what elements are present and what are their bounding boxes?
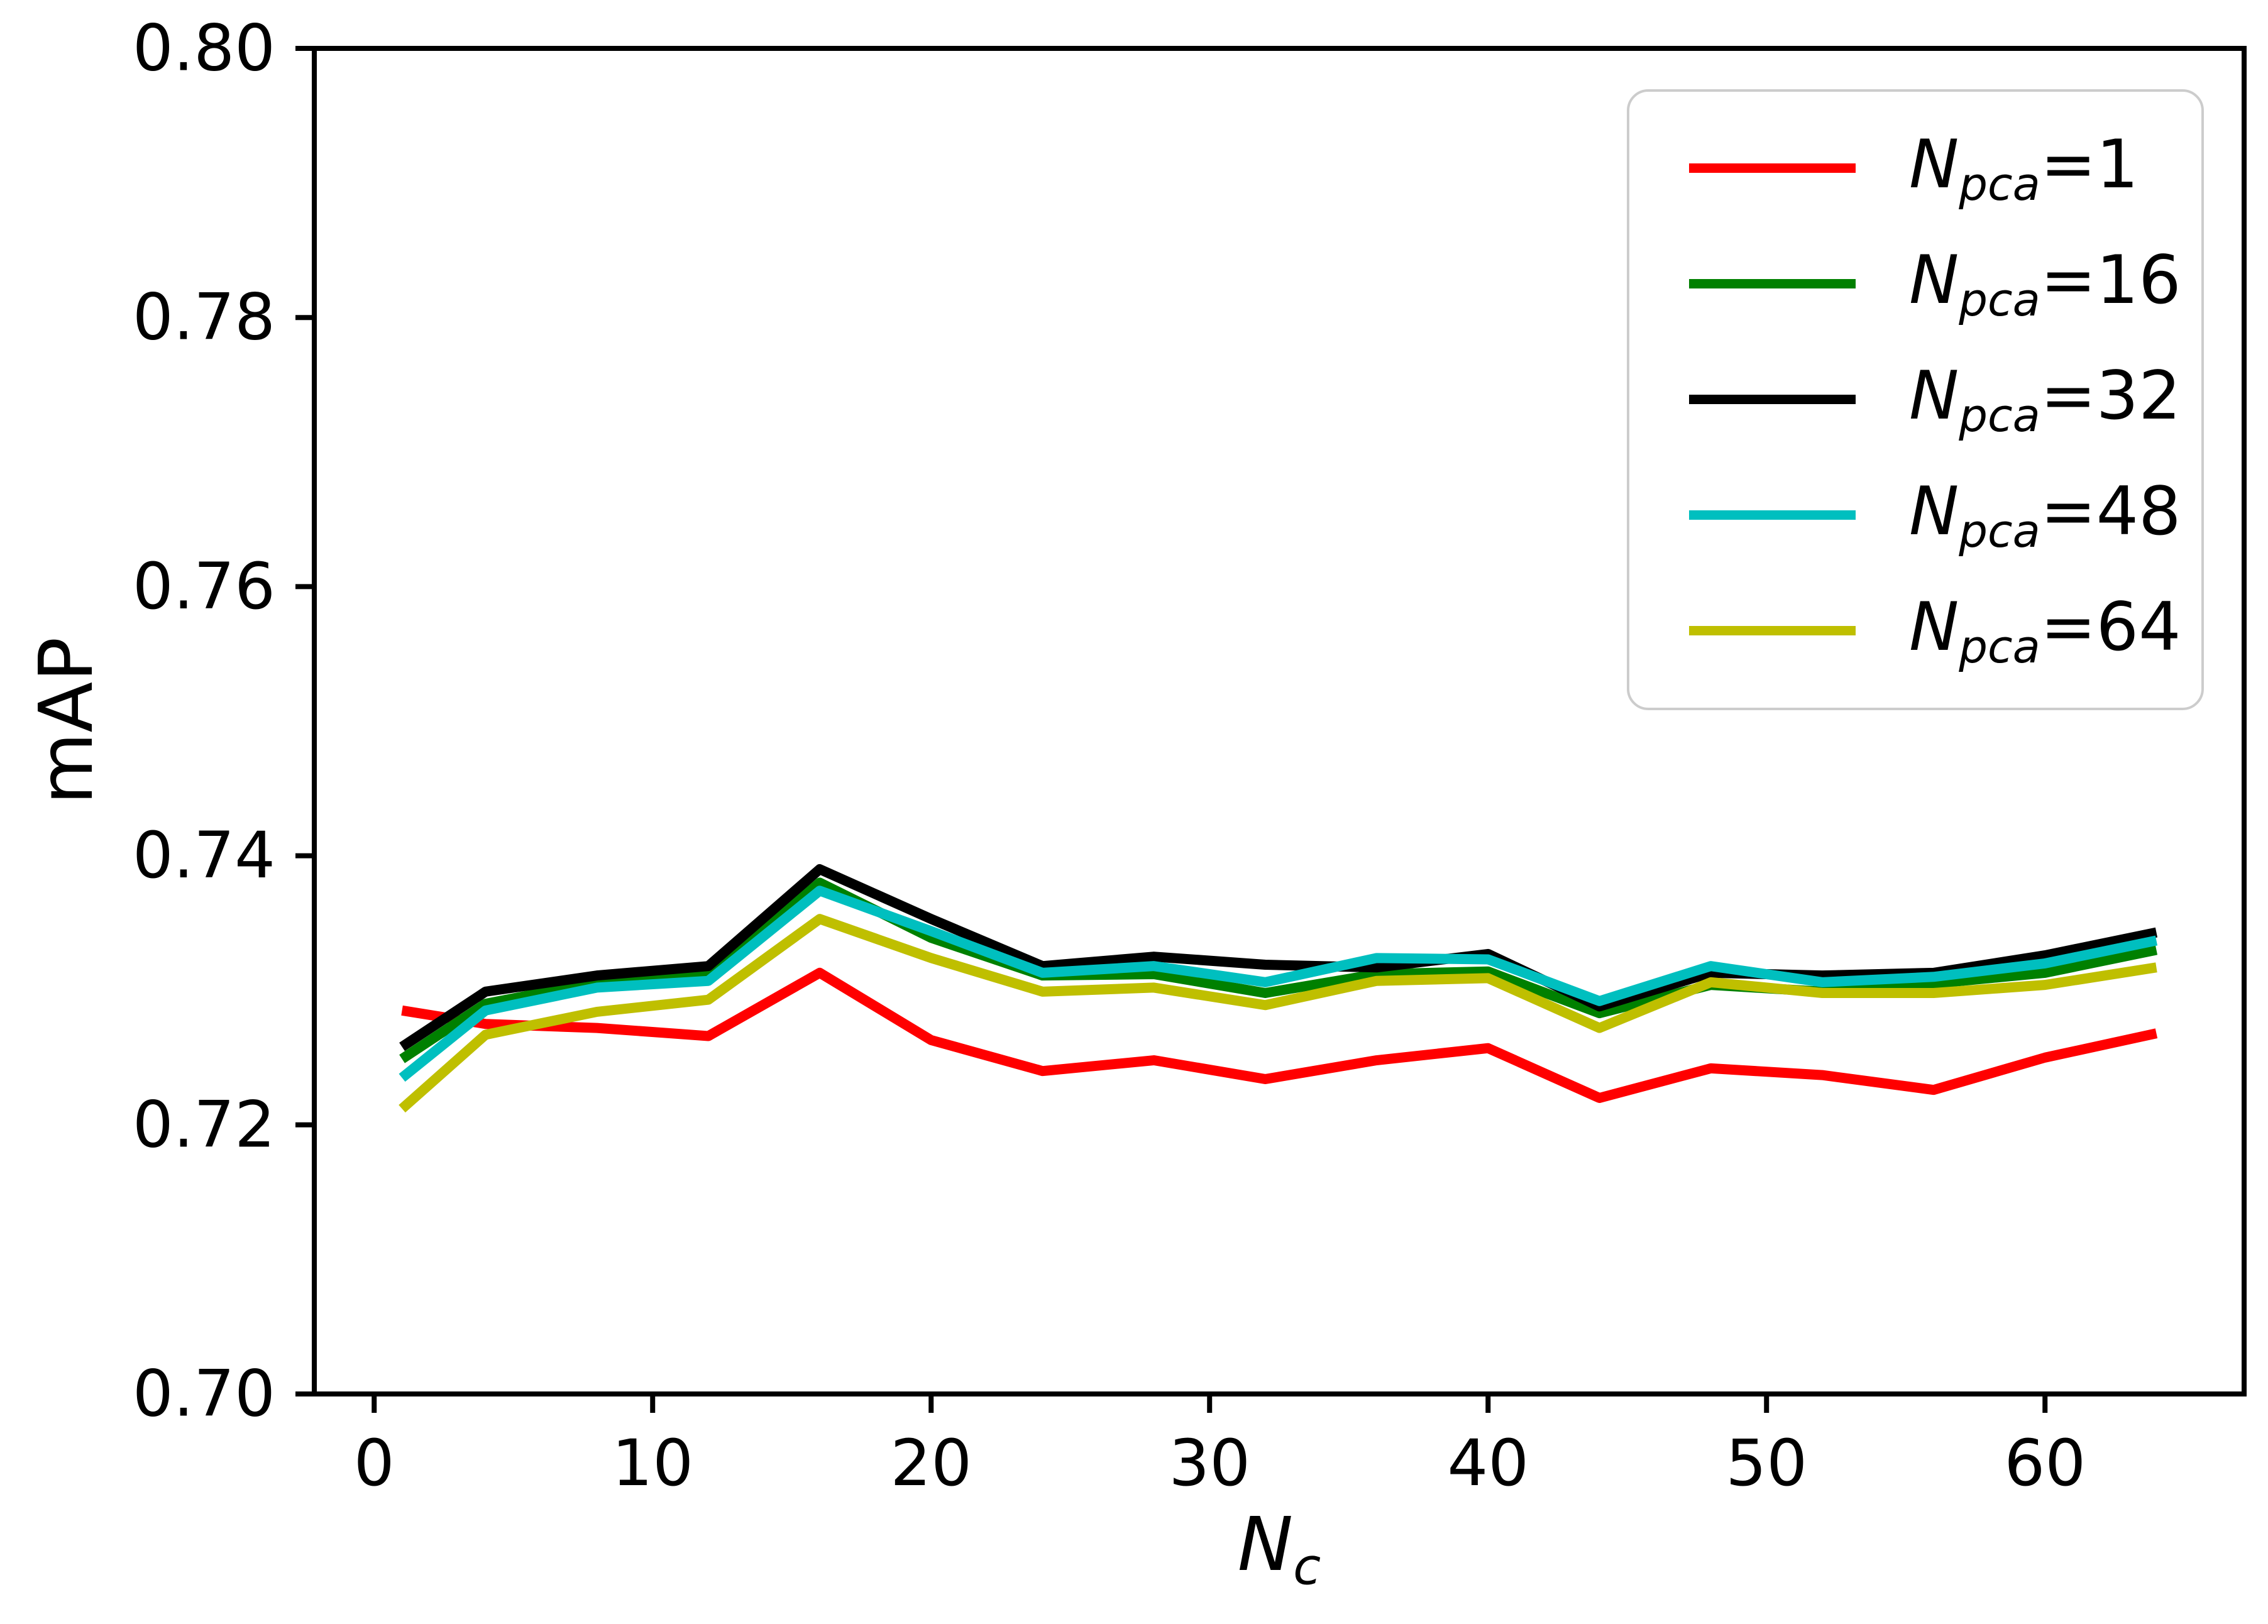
legend-row-N_pca=48: Npca=48 [1654,473,2181,558]
legend-line-swatch-N_pca=48 [1689,510,1856,520]
legend-label-N_pca=16: Npca=16 [1909,241,2181,327]
x-tick-label: 10 [612,1426,693,1501]
legend-line-swatch-N_pca=32 [1689,395,1856,405]
axes-spines [312,46,2247,1396]
x-axis-label-var: N [1237,1501,1294,1588]
series-line-N_pca=1 [401,967,2158,1103]
legend-label-N_pca=64: Npca=64 [1909,588,2181,674]
y-tick-label: 0.78 [133,280,275,355]
legend-row-N_pca=64: Npca=64 [1654,588,2181,674]
y-axis-label: mAP [23,637,109,805]
y-tick-label: 0.74 [133,818,275,893]
y-tick-label: 0.72 [133,1087,275,1162]
legend-row-N_pca=16: Npca=16 [1654,241,2181,327]
legend-line-swatch-N_pca=1 [1689,163,1856,173]
series-line-N_pca=32 [399,864,2158,1051]
series-line-N_pca=48 [399,886,2158,1082]
legend: Npca=1 Npca=16 Npca=32 Npca=48 Npca=64 [1627,89,2204,710]
series-line-N_pca=64 [399,914,2157,1113]
y-tick-label: 0.76 [133,549,275,624]
legend-line-swatch-N_pca=64 [1689,626,1856,636]
legend-label-N_pca=1: Npca=1 [1909,126,2139,211]
y-tick-label: 0.70 [133,1357,275,1432]
legend-line-swatch-N_pca=16 [1689,279,1856,289]
x-tick-label: 40 [1447,1426,1529,1501]
x-axis-label-sub: c [1293,1537,1321,1596]
x-tick-label: 30 [1169,1426,1250,1501]
legend-row-N_pca=1: Npca=1 [1654,126,2176,211]
y-tick-label: 0.80 [133,11,275,86]
legend-row-N_pca=32: Npca=32 [1654,357,2181,442]
x-axis-label: Nc [1238,1501,1321,1596]
legend-label-N_pca=48: Npca=48 [1909,473,2181,558]
legend-label-N_pca=32: Npca=32 [1909,357,2181,442]
x-tick-label: 0 [354,1426,395,1501]
x-tick-label: 60 [2004,1426,2086,1501]
x-tick-label: 50 [1726,1426,1807,1501]
x-tick-label: 20 [890,1426,972,1501]
